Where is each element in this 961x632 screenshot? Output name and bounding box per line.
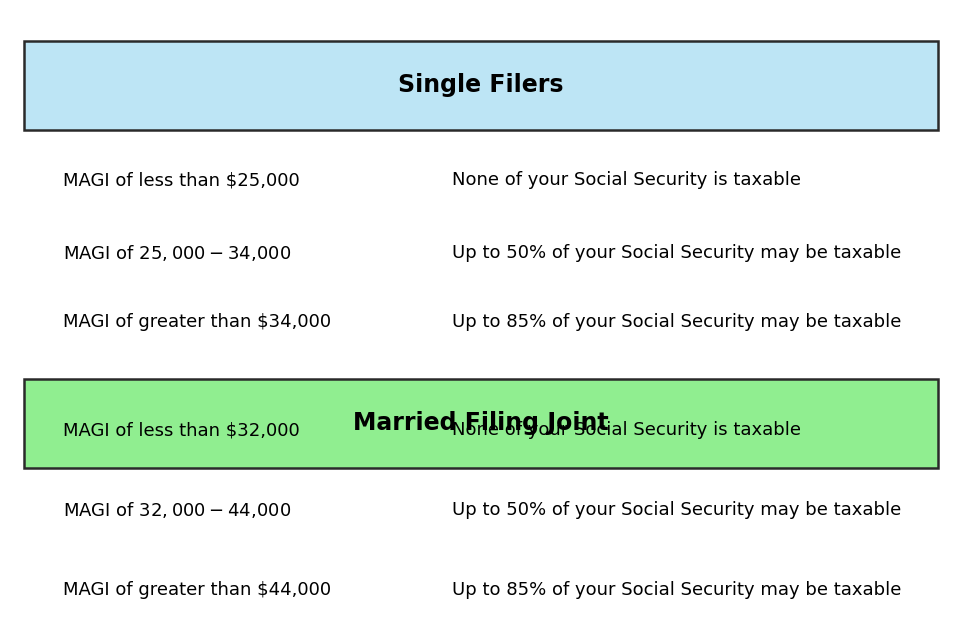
Text: Up to 50% of your Social Security may be taxable: Up to 50% of your Social Security may be… — [452, 244, 900, 262]
Text: Up to 85% of your Social Security may be taxable: Up to 85% of your Social Security may be… — [452, 581, 900, 599]
Text: Married Filing Joint: Married Filing Joint — [353, 411, 608, 435]
Bar — [24, 379, 937, 468]
Text: MAGI of less than $32,000: MAGI of less than $32,000 — [62, 421, 299, 439]
Text: None of your Social Security is taxable: None of your Social Security is taxable — [452, 421, 801, 439]
Text: Up to 85% of your Social Security may be taxable: Up to 85% of your Social Security may be… — [452, 313, 900, 331]
Text: MAGI of greater than $34,000: MAGI of greater than $34,000 — [62, 313, 331, 331]
Text: None of your Social Security is taxable: None of your Social Security is taxable — [452, 171, 801, 189]
Text: MAGI of $32,000-$44,000: MAGI of $32,000-$44,000 — [62, 500, 290, 520]
Text: MAGI of $25,000-$34,000: MAGI of $25,000-$34,000 — [62, 243, 290, 263]
Text: Single Filers: Single Filers — [398, 73, 563, 97]
Bar — [24, 41, 937, 130]
Text: MAGI of greater than $44,000: MAGI of greater than $44,000 — [62, 581, 331, 599]
Text: MAGI of less than $25,000: MAGI of less than $25,000 — [62, 171, 299, 189]
Text: Up to 50% of your Social Security may be taxable: Up to 50% of your Social Security may be… — [452, 501, 900, 519]
